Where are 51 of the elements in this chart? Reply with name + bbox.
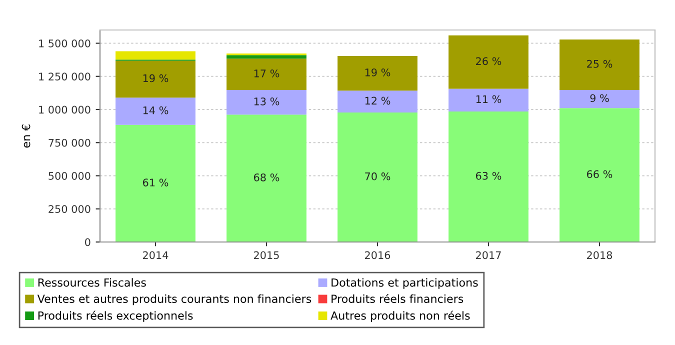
annotation: 11 % [476,95,502,104]
y-tick-label: 1 500 000 [39,39,90,48]
bar [116,98,196,125]
x-tick-label: 2018 [587,251,612,260]
bar [116,60,196,98]
y-tick-label: 1 250 000 [39,72,90,80]
bar [448,111,528,242]
y-tick-label: 1 000 000 [39,106,90,114]
bar [226,55,306,59]
annotation: 19 % [365,68,390,76]
y-tick-label: 0 [85,238,90,246]
annotation: 26 % [476,57,502,66]
x-tick-label: 2016 [365,251,390,260]
annotation: 63 % [476,172,502,180]
x-tick-label: 2015 [254,251,279,260]
legend-label: Autres produits non réels [330,310,470,322]
bar [338,90,418,113]
annotation: 9 % [590,94,609,102]
bar [226,58,306,90]
bar [338,112,418,242]
legend-label: Dotations et participations [332,278,478,289]
legend-label: Ressources Fiscales [38,278,146,287]
annotation: 14 % [143,106,168,114]
bar [116,124,196,242]
annotation: 68 % [254,173,280,182]
bar [338,56,418,91]
bar [560,90,640,108]
annotation: 66 % [586,170,612,178]
bar [226,114,306,242]
annotation: 12 % [365,96,390,105]
bar [116,51,196,60]
bar [448,88,528,112]
bar [560,108,640,242]
bar [448,35,528,89]
legend-label: Ventes et autres produits courants non financiers [37,294,312,306]
y-axis-title: en € [22,124,30,148]
y-tick-label: 500 000 [48,172,90,180]
y-tick-label: 250 000 [48,205,90,213]
annotation: 70 % [365,172,390,180]
bar [560,40,640,90]
annotation: 13 % [254,97,280,106]
legend-label: Produits réels financiers [332,294,464,304]
legend-label: Produits réels exceptionnels [38,310,193,322]
annotation: 61 % [142,178,168,186]
bar [226,90,306,115]
x-tick-label: 2017 [476,251,501,260]
annotation: 17 % [254,69,280,78]
y-tick-label: 750 000 [48,138,90,147]
annotation: 25 % [587,60,612,68]
x-tick-label: 2014 [143,251,168,260]
annotation: 19 % [143,74,168,82]
